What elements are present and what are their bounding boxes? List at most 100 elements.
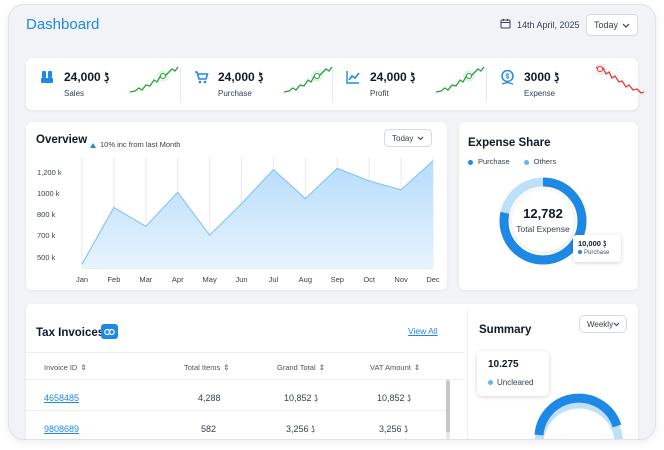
- sales-sparkline: [130, 66, 179, 93]
- total-items-cell: 582: [201, 424, 217, 434]
- col-header-invoice-id[interactable]: Invoice ID ⇕: [44, 363, 87, 372]
- purchase-dot-icon: [468, 159, 473, 165]
- donut-center: [512, 190, 574, 252]
- overview-change: 10% inc from last Month: [90, 135, 180, 153]
- kpi-sales: ڋ 24,000 Sales: [40, 58, 180, 110]
- chevron-down-icon: [613, 320, 620, 329]
- row-divider: [26, 410, 451, 411]
- kpi-profit: ڋ 24,000 Profit: [346, 58, 486, 110]
- kpi-value: ڋ 3000: [524, 70, 560, 84]
- kpi-label: Purchase: [218, 89, 252, 98]
- kpi-value: ڋ 24,000: [218, 70, 264, 84]
- donut-tooltip: ڋ 10,000 Purchase: [573, 235, 621, 262]
- x-tick-label: Jun: [235, 275, 247, 284]
- col-header-total-items[interactable]: Total Items ⇕: [184, 363, 230, 372]
- expense-share-card: Expense Share Purchase Others 12,782 Tot…: [459, 122, 638, 290]
- currency-symbol: ڋ: [404, 424, 409, 434]
- link-icon[interactable]: [101, 324, 118, 339]
- x-tick-label: Sep: [331, 275, 344, 284]
- period-dropdown[interactable]: Today: [586, 14, 638, 36]
- overview-card: Overview 10% inc from last Month Today 1…: [26, 122, 447, 290]
- page-title: Dashboard: [26, 16, 100, 33]
- donut-total-value: 12,782: [523, 206, 563, 221]
- uncleared-dot-icon: [488, 380, 493, 386]
- date-display: 14th April, 2025: [500, 18, 580, 31]
- summary-period-dropdown[interactable]: Weekly: [579, 315, 627, 333]
- overview-line: [81, 160, 434, 265]
- legend-item-purchase: Purchase: [468, 157, 510, 166]
- expense-icon: $: [500, 69, 514, 85]
- sort-icon: ⇕: [223, 363, 230, 372]
- date-text: 14th April, 2025: [517, 19, 580, 30]
- grand-total-value: 3,256: [286, 424, 309, 434]
- col-header-vat-amount[interactable]: VAT Amount ⇕: [370, 363, 420, 372]
- x-tick-label: Apr: [172, 275, 184, 284]
- chevron-down-icon: [622, 20, 630, 30]
- x-tick-label: Nov: [394, 275, 408, 284]
- summary-donut: [534, 393, 624, 439]
- tooltip-value-text: 10,000: [578, 239, 601, 248]
- overview-period-dropdown[interactable]: Today: [384, 129, 432, 147]
- table-scrollbar[interactable]: [446, 380, 450, 439]
- tooltip-value: ڋ 10,000: [578, 239, 616, 248]
- view-all-link[interactable]: View All: [408, 326, 438, 336]
- tooltip-currency: ڋ: [603, 239, 607, 248]
- invoice-summary-card: Tax Invoices View All Invoice ID ⇕ Total …: [26, 304, 638, 439]
- sort-icon: ⇕: [413, 363, 421, 372]
- grand-total-cell: ڋ 3,256: [286, 424, 315, 435]
- invoice-id-link[interactable]: 4658485: [44, 393, 80, 403]
- purchase-icon: [194, 70, 209, 84]
- legend-label-others: Others: [533, 157, 557, 166]
- calendar-icon: [500, 18, 511, 31]
- summary-period-label: Weekly: [587, 319, 614, 329]
- summary-title: Summary: [479, 324, 532, 336]
- tooltip-label: Purchase: [578, 250, 616, 256]
- col-label-vat-amount: VAT Amount: [370, 363, 411, 372]
- tooltip-dot-icon: [578, 250, 582, 255]
- x-tick-label: Oct: [363, 275, 376, 284]
- kpi-value: ڋ 24,000: [370, 70, 416, 84]
- top-bar: Dashboard 14th April, 2025 Today: [9, 5, 655, 49]
- overview-title: Overview: [36, 134, 88, 146]
- period-dropdown-label: Today: [594, 20, 619, 30]
- vat-amount-value: 10,852: [377, 393, 405, 403]
- x-tick-label: Jan: [76, 275, 88, 284]
- invoice-id-link[interactable]: 9808689: [44, 424, 80, 434]
- kpi-expense: $ ڋ 3000 Expense: [500, 58, 645, 110]
- x-tick-label: Dec: [426, 275, 440, 284]
- sales-icon: [40, 70, 54, 84]
- x-tick-label: Jul: [269, 275, 279, 284]
- legend-label-purchase: Purchase: [478, 157, 510, 166]
- summary-label-row: Uncleared: [488, 378, 538, 387]
- section-divider: [467, 310, 468, 439]
- scrollbar-thumb[interactable]: [446, 380, 450, 432]
- kpi-label: Profit: [370, 89, 389, 98]
- purchase-sparkline: [284, 66, 333, 93]
- grand-total-cell: ڋ 10,852: [284, 393, 318, 404]
- kpi-label: Sales: [64, 89, 85, 98]
- summary-tooltip: 10.275 Uncleared: [477, 351, 549, 396]
- x-tick-label: Aug: [299, 275, 312, 284]
- expense-share-title: Expense Share: [468, 137, 551, 149]
- y-tick-label: 700 k: [37, 231, 56, 240]
- x-tick-label: Mar: [139, 275, 152, 284]
- profit-sparkline: [436, 66, 485, 93]
- kpi-value: ڋ 24,000: [64, 70, 110, 84]
- tooltip-label-text: Purchase: [584, 250, 610, 256]
- y-tick-label: 1,200 k: [37, 168, 62, 177]
- y-tick-label: 1000 k: [37, 189, 60, 198]
- chevron-down-icon: [417, 134, 424, 143]
- col-label-invoice-id: Invoice ID: [44, 363, 78, 372]
- profit-icon: [346, 70, 360, 84]
- col-header-grand-total[interactable]: Grand Total ⇕: [277, 363, 325, 372]
- overview-change-text: 10% inc from last Month: [100, 139, 181, 149]
- overview-period-label: Today: [392, 133, 414, 143]
- currency-symbol: ڋ: [407, 393, 412, 403]
- overview-chart: 1,200 k 1000 k 800 k 700 k 500 k Jan Feb Mar Ap…: [37, 157, 440, 284]
- x-tick-label: Feb: [107, 275, 120, 284]
- grand-total-value: 10,852: [284, 393, 312, 403]
- kpi-separator: [180, 68, 181, 102]
- kpi-card: ڋ 24,000 Sales ڋ 24,000 Purchase ڋ 24,000 Pro…: [26, 58, 645, 110]
- table-divider: [26, 352, 464, 353]
- total-items-cell: 4,288: [198, 393, 221, 403]
